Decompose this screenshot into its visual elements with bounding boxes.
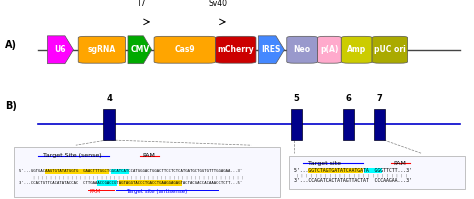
Text: pUC ori: pUC ori (374, 45, 406, 54)
Text: PAM: PAM (89, 189, 100, 194)
FancyBboxPatch shape (216, 36, 256, 63)
Text: 5'...GGTCTAGTGATATCAATGATA  GGGTTCTT...3': 5'...GGTCTAGTGATATCAATGATA GGGTTCTT...3' (294, 168, 412, 173)
FancyBboxPatch shape (289, 156, 465, 189)
Text: B): B) (5, 101, 17, 111)
Text: Sv40: Sv40 (209, 0, 228, 8)
Bar (374, 109, 385, 140)
Text: CMV: CMV (130, 45, 149, 54)
Text: p(A): p(A) (320, 45, 338, 54)
FancyBboxPatch shape (318, 36, 341, 63)
Text: 3'...CCAGATCACTATAGTTACTAT  CCCAAGAA...3': 3'...CCAGATCACTATAGTTACTAT CCCAAGAA...3' (294, 178, 412, 183)
Text: 5'...GGTGACAAGTGTATATGGTG  GAACTTTGGCTGGCATCATCCATGGGACTGGACTTCCTCTCATGATGCTGGTG: 5'...GGTGACAAGTGTATATGGTG GAACTTTGGCTGGC… (19, 169, 242, 173)
Text: Target site: Target site (308, 161, 341, 166)
FancyBboxPatch shape (372, 36, 408, 63)
Text: PAM: PAM (142, 153, 155, 158)
Text: Amp: Amp (347, 45, 366, 54)
Text: 5: 5 (293, 94, 299, 103)
FancyBboxPatch shape (14, 147, 280, 197)
Text: Cas9: Cas9 (174, 45, 195, 54)
Text: 7: 7 (376, 94, 382, 103)
Bar (45, 169, 109, 174)
Text: 4: 4 (106, 94, 112, 103)
Text: Target Site (sense): Target Site (sense) (43, 153, 101, 158)
Text: U6: U6 (55, 45, 66, 54)
Text: | | | | | | | | | | | | | | | | | | | | | | | | | | | | | | | | | | | | | | | | : | | | | | | | | | | | | | | | | | | | | … (33, 175, 244, 179)
Text: IRES: IRES (262, 45, 281, 54)
Polygon shape (128, 36, 152, 64)
Bar (364, 168, 382, 173)
Text: sgRNA: sgRNA (88, 45, 116, 54)
Text: 3'...CCACTGTTCACATATACCAC  CTTGAAACCGACCGTAGTAGGTACCCTGACCTGAAGGAGAGTACTACGACCAC: 3'...CCACTGTTCACATATACCAC CTTGAAACCGACCG… (19, 181, 242, 185)
Text: mCherry: mCherry (218, 45, 254, 54)
FancyBboxPatch shape (287, 36, 318, 63)
Bar (308, 168, 363, 173)
Text: | | | | | | | | | | | | | | | | | | | | | | | |: | | | | | | | | | | | | | | | | | | | | … (296, 173, 408, 177)
Text: 6: 6 (346, 94, 351, 103)
Bar (97, 180, 117, 186)
Text: Target site (antisense): Target site (antisense) (126, 189, 187, 194)
FancyBboxPatch shape (154, 36, 216, 63)
Text: T7: T7 (137, 0, 147, 8)
Bar (343, 109, 354, 140)
Polygon shape (47, 36, 73, 64)
Text: Neo: Neo (293, 45, 311, 54)
FancyBboxPatch shape (78, 36, 126, 63)
Polygon shape (258, 36, 284, 64)
Text: PAM: PAM (393, 161, 406, 166)
Bar (103, 109, 115, 140)
Bar (111, 169, 129, 174)
Bar (118, 180, 182, 186)
Bar (291, 109, 302, 140)
Text: A): A) (5, 40, 17, 50)
FancyBboxPatch shape (341, 36, 372, 63)
